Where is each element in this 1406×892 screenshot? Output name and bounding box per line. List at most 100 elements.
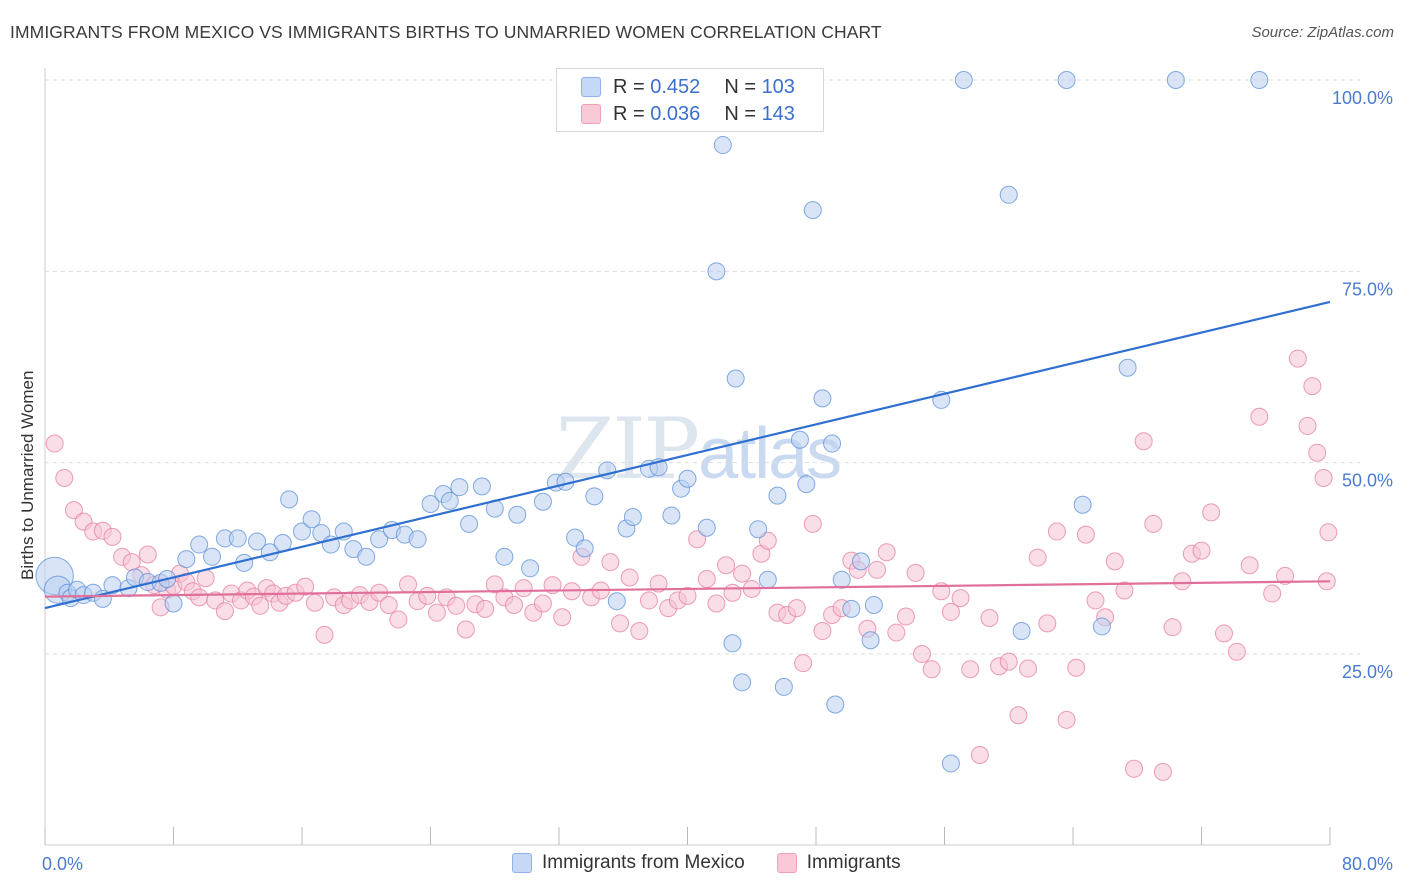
point-immigrants bbox=[649, 574, 668, 593]
point-mexico bbox=[177, 550, 196, 569]
point-immigrants bbox=[1153, 762, 1172, 781]
point-immigrants bbox=[813, 622, 832, 641]
point-mexico bbox=[460, 514, 479, 533]
point-immigrants bbox=[1202, 503, 1221, 522]
point-mexico bbox=[826, 695, 845, 714]
point-mexico bbox=[421, 494, 440, 513]
legend-swatch-immigrants bbox=[581, 104, 601, 124]
point-immigrants bbox=[45, 434, 64, 453]
point-immigrants bbox=[1038, 614, 1057, 633]
point-mexico bbox=[521, 559, 540, 578]
point-mexico bbox=[803, 201, 822, 220]
point-immigrants bbox=[1263, 584, 1282, 603]
point-mexico bbox=[1057, 71, 1076, 89]
legend-row-mexico: R = 0.452 N = 103 bbox=[581, 75, 795, 99]
point-immigrants bbox=[961, 660, 980, 679]
point-immigrants bbox=[315, 625, 334, 644]
point-mexico bbox=[164, 594, 183, 613]
point-mexico bbox=[813, 389, 832, 408]
point-immigrants bbox=[1319, 523, 1338, 542]
point-mexico bbox=[508, 505, 527, 524]
point-mexico bbox=[697, 518, 716, 537]
point-immigrants bbox=[1144, 514, 1163, 533]
point-mexico bbox=[1118, 358, 1137, 377]
point-immigrants bbox=[887, 623, 906, 642]
trendline-mexico bbox=[44, 300, 1331, 610]
point-immigrants bbox=[533, 594, 552, 613]
point-immigrants bbox=[688, 530, 707, 549]
legend-item-immigrants[interactable]: Immigrants bbox=[776, 852, 901, 874]
point-immigrants bbox=[717, 556, 736, 575]
point-immigrants bbox=[1303, 377, 1322, 396]
point-mexico bbox=[774, 677, 793, 696]
point-mexico bbox=[707, 262, 726, 281]
point-immigrants bbox=[427, 603, 446, 622]
point-immigrants bbox=[379, 596, 398, 615]
point-immigrants bbox=[941, 602, 960, 621]
point-mexico bbox=[190, 535, 209, 554]
stats-legend: R = 0.452 N = 103 R = 0.036 N = 143 bbox=[556, 68, 824, 132]
point-immigrants bbox=[296, 577, 315, 596]
point-immigrants bbox=[1105, 552, 1124, 571]
point-immigrants bbox=[639, 591, 658, 610]
point-immigrants bbox=[1288, 349, 1307, 368]
legend-label-immigrants: Immigrants bbox=[806, 852, 901, 873]
legend-n-label: N = bbox=[724, 102, 756, 125]
point-immigrants bbox=[877, 543, 896, 562]
point-mexico bbox=[941, 754, 960, 773]
point-mexico bbox=[1250, 71, 1269, 89]
point-mexico bbox=[1092, 617, 1111, 636]
y-tick-label: 50.0% bbox=[1342, 471, 1393, 491]
point-mexico bbox=[280, 490, 299, 509]
point-mexico bbox=[662, 506, 681, 525]
point-mexico bbox=[726, 369, 745, 388]
legend-item-mexico[interactable]: Immigrants from Mexico bbox=[512, 852, 745, 874]
point-immigrants bbox=[456, 620, 475, 639]
x-tick-label: 0.0% bbox=[42, 854, 83, 874]
x-tick-label: 80.0% bbox=[1342, 854, 1393, 874]
legend-n-value: 143 bbox=[761, 102, 795, 125]
point-immigrants bbox=[611, 614, 630, 633]
point-immigrants bbox=[1115, 581, 1134, 600]
legend-swatch-mexico bbox=[581, 77, 601, 97]
point-immigrants bbox=[514, 579, 533, 598]
point-immigrants bbox=[678, 586, 697, 605]
legend-row-immigrants: R = 0.036 N = 143 bbox=[581, 102, 795, 126]
point-immigrants bbox=[630, 622, 649, 641]
point-immigrants bbox=[758, 531, 777, 550]
point-immigrants bbox=[1076, 525, 1095, 544]
point-immigrants bbox=[305, 593, 324, 612]
point-mexico bbox=[678, 469, 697, 488]
point-immigrants bbox=[1276, 566, 1295, 585]
series-legend: Immigrants from Mexico Immigrants bbox=[512, 852, 933, 874]
point-mexico bbox=[851, 552, 870, 571]
point-immigrants bbox=[707, 594, 726, 613]
point-immigrants bbox=[620, 568, 639, 587]
point-immigrants bbox=[803, 514, 822, 533]
point-mexico bbox=[1073, 495, 1092, 514]
point-immigrants bbox=[1134, 432, 1153, 451]
legend-swatch-mexico bbox=[512, 853, 532, 873]
point-immigrants bbox=[1067, 658, 1086, 677]
point-immigrants bbox=[1240, 556, 1259, 575]
point-mexico bbox=[713, 136, 732, 155]
point-immigrants bbox=[485, 575, 504, 594]
point-immigrants bbox=[951, 589, 970, 608]
point-immigrants bbox=[1173, 572, 1192, 591]
point-mexico bbox=[248, 532, 267, 551]
point-immigrants bbox=[1163, 618, 1182, 637]
point-mexico bbox=[408, 530, 427, 549]
point-immigrants bbox=[1028, 548, 1047, 567]
point-mexico bbox=[623, 508, 642, 527]
point-mexico bbox=[357, 547, 376, 566]
point-immigrants bbox=[868, 560, 887, 579]
point-immigrants bbox=[55, 468, 74, 487]
legend-label-mexico: Immigrants from Mexico bbox=[542, 852, 745, 873]
point-mexico bbox=[768, 486, 787, 505]
point-immigrants bbox=[1047, 522, 1066, 541]
point-immigrants bbox=[1019, 659, 1038, 678]
point-immigrants bbox=[543, 576, 562, 595]
point-mexico bbox=[472, 477, 491, 496]
point-immigrants bbox=[1057, 710, 1076, 729]
point-mexico bbox=[440, 491, 459, 510]
